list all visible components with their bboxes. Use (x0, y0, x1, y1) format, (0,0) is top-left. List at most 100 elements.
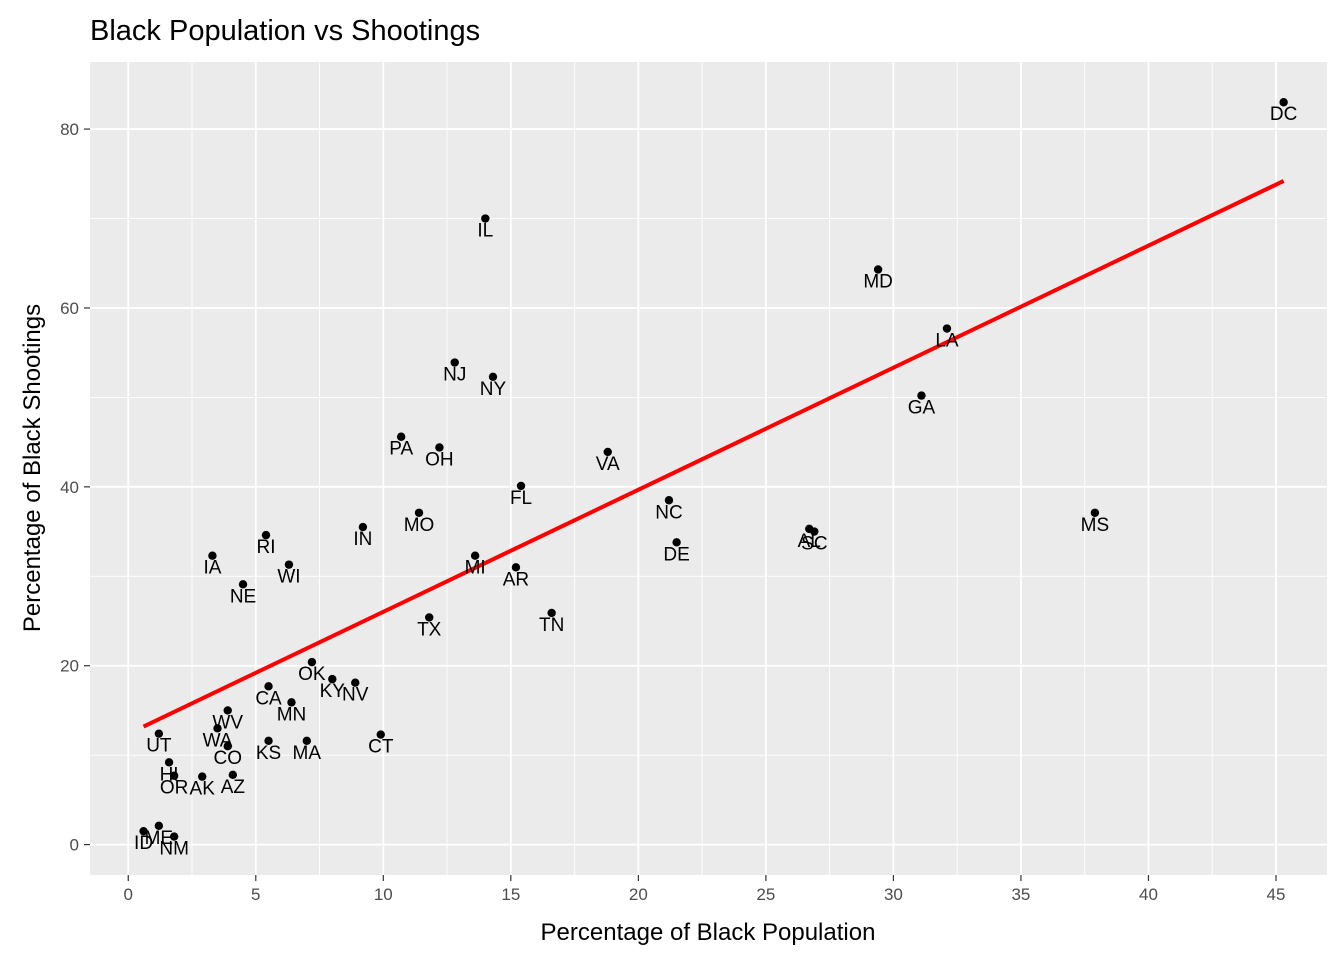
data-point (664, 496, 674, 505)
data-point (470, 551, 480, 560)
data-point (603, 447, 612, 457)
point-label: CA (255, 688, 282, 709)
point-label: CO (213, 748, 242, 769)
data-point (351, 678, 360, 687)
y-axis-title: Percentage of Black Shootings (19, 304, 46, 632)
data-point (264, 736, 273, 746)
data-point (435, 443, 444, 452)
data-point (154, 821, 164, 831)
data-point (450, 358, 459, 367)
point-label: NY (480, 379, 507, 400)
data-point (414, 508, 424, 517)
point-label: NV (342, 685, 369, 706)
point-label: IN (353, 529, 372, 550)
data-point (672, 538, 681, 547)
point-label: NM (159, 839, 189, 860)
point-label: ME (145, 828, 174, 849)
y-tick-label: 40 (60, 478, 79, 497)
data-point (511, 563, 521, 572)
data-point (223, 742, 232, 751)
point-label: DE (663, 544, 689, 565)
data-point (328, 674, 337, 684)
point-label: AL (798, 531, 821, 552)
data-point (488, 372, 498, 382)
chart-title: Black Population vs Shootings (90, 15, 480, 47)
y-tick-label: 0 (70, 836, 79, 855)
point-label: FL (510, 488, 532, 509)
data-point (261, 530, 271, 540)
x-axis-ticks: 0 5 10 15 20 25 30 35 40 45 (124, 875, 1286, 904)
point-label: RI (256, 537, 275, 558)
point-label: MO (404, 515, 435, 536)
point-label: UT (146, 736, 172, 757)
point-label: LA (935, 331, 959, 352)
data-point (547, 608, 556, 618)
x-tick-label: 20 (629, 885, 648, 904)
point-label: OR (160, 778, 189, 799)
point-label: CT (368, 737, 394, 758)
x-axis-title: Percentage of Black Population (541, 919, 876, 946)
trend-line (142, 179, 1285, 729)
y-axis-ticks: 0 20 40 60 80 (60, 120, 90, 855)
point-label: OK (298, 664, 326, 685)
point-label: TN (539, 615, 564, 636)
data-point (208, 551, 217, 560)
data-point (1279, 98, 1288, 107)
data-point (139, 826, 148, 836)
x-tick-label: 45 (1267, 885, 1286, 904)
point-label: AZ (221, 777, 246, 798)
trend-line-group (142, 179, 1285, 729)
data-point (223, 706, 232, 715)
y-tick-label: 80 (60, 120, 79, 139)
point-label: IA (203, 558, 221, 579)
x-tick-label: 35 (1011, 885, 1030, 904)
data-point (516, 481, 526, 491)
data-point (376, 730, 385, 739)
x-tick-label: 0 (124, 885, 133, 904)
data-point (810, 527, 819, 536)
point-label: KY (320, 681, 346, 702)
data-point (228, 770, 238, 780)
data-point (1090, 508, 1100, 517)
x-tick-label: 30 (884, 885, 903, 904)
point-label: NC (655, 502, 682, 523)
point-label: PA (389, 439, 413, 460)
point-label: WI (277, 567, 300, 588)
point-label: SC (801, 534, 827, 555)
data-point (154, 729, 164, 738)
y-tick-label: 20 (60, 657, 79, 676)
point-label: WA (203, 730, 233, 751)
point-label: WV (212, 712, 243, 733)
data-point (213, 724, 222, 733)
point-label: MS (1081, 515, 1110, 536)
point-label: MA (293, 743, 322, 764)
point-label: VA (596, 454, 620, 475)
point-label: AR (503, 569, 529, 590)
data-point (307, 657, 317, 667)
x-tick-label: 10 (374, 885, 393, 904)
data-points (139, 98, 1288, 841)
data-point (917, 391, 926, 400)
x-tick-label: 5 (251, 885, 260, 904)
data-point (942, 324, 952, 333)
point-label: OH (425, 449, 454, 470)
data-point (169, 771, 179, 780)
point-label: IL (477, 221, 493, 242)
point-label: AK (190, 779, 216, 800)
point-label: GA (908, 398, 936, 419)
major-grid (90, 62, 1327, 875)
data-point (169, 832, 179, 841)
point-label: KS (256, 743, 281, 764)
data-point (264, 682, 273, 691)
data-point (873, 265, 883, 274)
point-label: NJ (443, 365, 466, 386)
point-label: ID (134, 833, 153, 854)
x-tick-label: 15 (501, 885, 520, 904)
data-point (396, 432, 406, 441)
minor-grid (90, 62, 1327, 875)
point-label: MN (277, 704, 307, 725)
y-tick-label: 60 (60, 299, 79, 318)
point-label: NE (230, 586, 256, 607)
